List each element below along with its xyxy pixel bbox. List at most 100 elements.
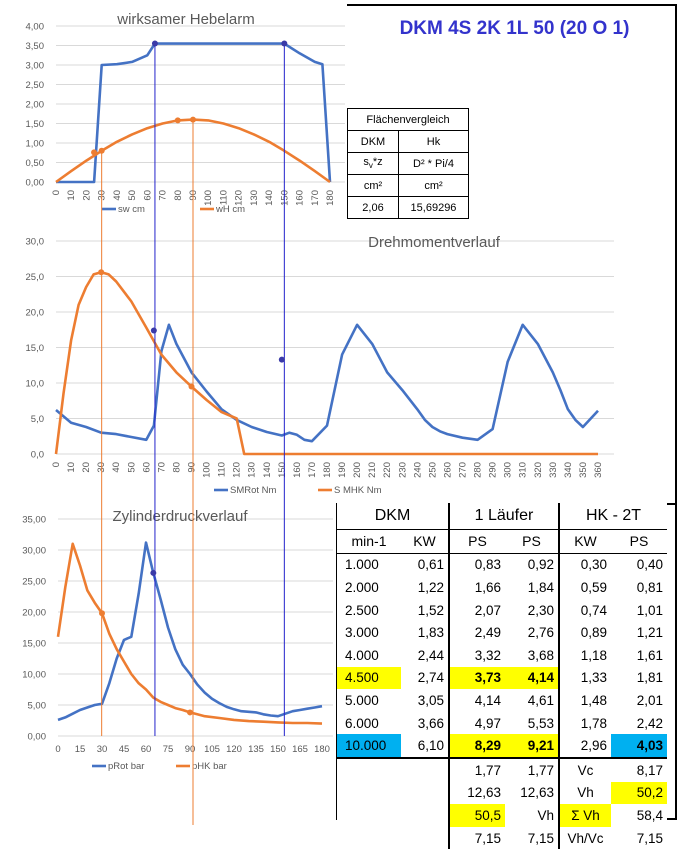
summary-cell xyxy=(401,827,449,849)
data-marker xyxy=(151,40,158,47)
summary-cell xyxy=(401,804,449,827)
summary-cell xyxy=(337,782,401,805)
x-tick-label: 290 xyxy=(488,462,499,478)
x-tick-label: 40 xyxy=(112,190,123,201)
x-tick-label: 40 xyxy=(111,462,122,473)
table-cell: 1,33 xyxy=(558,666,611,690)
table-row: 4.000 2,44 3,32 3,68 1,18 1,61 xyxy=(337,643,667,667)
series-line-0 xyxy=(57,541,323,722)
table-cell: 4.500 xyxy=(337,666,401,690)
table-cell: 2,49 xyxy=(448,621,505,644)
x-tick-label: 260 xyxy=(442,462,453,478)
table-row: 4.500 2,74 3,73 4,14 1,33 1,81 xyxy=(337,666,667,690)
table-cell: 0,59 xyxy=(558,576,611,599)
x-tick-label: 220 xyxy=(382,462,393,478)
table-cell: 2,44 xyxy=(417,647,444,663)
x-tick-label: 100 xyxy=(202,462,213,478)
table-cell: 3,68 xyxy=(527,647,554,663)
y-tick-label: 10,0 xyxy=(26,379,45,390)
col-ps-hk: PS xyxy=(611,529,667,554)
x-tick-label: 350 xyxy=(578,462,589,478)
series-line-1 xyxy=(54,270,598,456)
x-tick-label: 190 xyxy=(337,462,348,478)
x-tick-label: 160 xyxy=(295,190,306,206)
table-row: 2.500 1,52 2,07 2,30 0,74 1,01 xyxy=(337,598,667,622)
table-cell: 0,81 xyxy=(636,579,663,595)
chart-title: wirksamer Hebelarm xyxy=(116,11,255,28)
table-cell: 8,29 xyxy=(448,734,505,758)
x-tick-label: 110 xyxy=(217,462,228,477)
col-min: min-1 xyxy=(337,529,401,554)
x-tick-label: 60 xyxy=(141,744,152,755)
summary-row: 50,5 Vh Σ Vh 58,4 xyxy=(337,804,667,827)
table-cell: 1.000 xyxy=(345,557,379,573)
table-cell: 3.000 xyxy=(345,625,379,641)
x-tick-label: 180 xyxy=(314,744,330,755)
y-tick-label: 25,00 xyxy=(22,577,46,588)
summary-cell xyxy=(401,756,449,782)
col-kw: KW xyxy=(401,529,449,554)
y-tick-label: 2,50 xyxy=(26,80,45,91)
table-row: 5.000 3,05 4,14 4,61 1,48 2,01 xyxy=(337,689,667,712)
y-tick-label: 3,50 xyxy=(26,41,45,52)
table-cell: 1,52 xyxy=(417,602,444,618)
data-marker xyxy=(187,709,193,716)
table-cell: 4,61 xyxy=(527,692,554,708)
x-tick-label: 140 xyxy=(264,190,275,206)
table-row: 3.000 1,83 2,49 2,76 0,89 1,21 xyxy=(337,621,667,644)
data-marker xyxy=(150,327,157,334)
x-tick-label: 50 xyxy=(126,462,137,473)
y-tick-label: 2,00 xyxy=(26,100,45,111)
x-tick-label: 210 xyxy=(367,462,378,478)
fv-value-b: 15,69296 xyxy=(398,196,469,219)
summary-cell: 1,77 xyxy=(448,756,505,782)
table-row: 2.000 1,22 1,66 1,84 0,59 0,81 xyxy=(337,576,667,599)
table-cell: 2,07 xyxy=(448,598,505,622)
data-marker xyxy=(174,117,181,124)
table-cell: 1,18 xyxy=(558,643,611,667)
table-cell: 1,84 xyxy=(527,579,554,595)
table-cell: 2,42 xyxy=(636,715,663,731)
fv-value-a: 2,06 xyxy=(347,196,399,219)
table-cell: 4,97 xyxy=(448,711,505,735)
summary-cell: 7,15 xyxy=(636,830,663,846)
table-cell: 1,66 xyxy=(448,576,505,599)
table-cell: 0,83 xyxy=(448,553,505,577)
table-cell: 1,83 xyxy=(417,625,444,641)
y-tick-label: 25,0 xyxy=(26,272,45,283)
legend-label: wH cm xyxy=(215,204,245,215)
table-cell: 0,74 xyxy=(558,598,611,622)
x-tick-label: 10 xyxy=(66,462,77,473)
x-tick-label: 15 xyxy=(75,744,86,755)
group-hk: HK - 2T xyxy=(558,503,667,530)
table-cell: 0,61 xyxy=(417,557,444,573)
data-marker xyxy=(91,149,98,156)
x-tick-label: 20 xyxy=(81,462,92,473)
fv-formula-b: D² * Pi/4 xyxy=(398,152,469,175)
x-tick-label: 120 xyxy=(232,462,243,478)
x-tick-label: 250 xyxy=(427,462,438,478)
x-tick-label: 280 xyxy=(473,462,484,478)
y-tick-label: 15,0 xyxy=(26,343,45,354)
x-tick-label: 150 xyxy=(277,462,288,478)
table-cell: 2,30 xyxy=(527,602,554,618)
x-tick-label: 120 xyxy=(226,744,242,755)
summary-cell: 50,2 xyxy=(611,781,667,805)
x-tick-label: 300 xyxy=(503,462,514,478)
x-tick-label: 135 xyxy=(248,744,264,755)
y-tick-label: 30,0 xyxy=(26,237,45,248)
table-cell: 1,01 xyxy=(636,602,663,618)
x-tick-label: 80 xyxy=(171,462,182,473)
summary-cell: 7,15 xyxy=(448,826,505,849)
group-dkm: DKM xyxy=(337,503,449,530)
legend-label: S MHK Nm xyxy=(334,485,382,496)
x-tick-label: 105 xyxy=(204,744,220,755)
x-tick-label: 0 xyxy=(51,462,62,467)
table-cell: 1,61 xyxy=(636,647,663,663)
table-cell: 5.000 xyxy=(345,692,379,708)
x-tick-label: 140 xyxy=(262,462,273,478)
x-tick-label: 120 xyxy=(234,190,245,206)
fv-unit-a: cm² xyxy=(347,174,399,197)
summary-cell: 1,77 xyxy=(505,756,559,782)
data-marker xyxy=(99,610,105,617)
